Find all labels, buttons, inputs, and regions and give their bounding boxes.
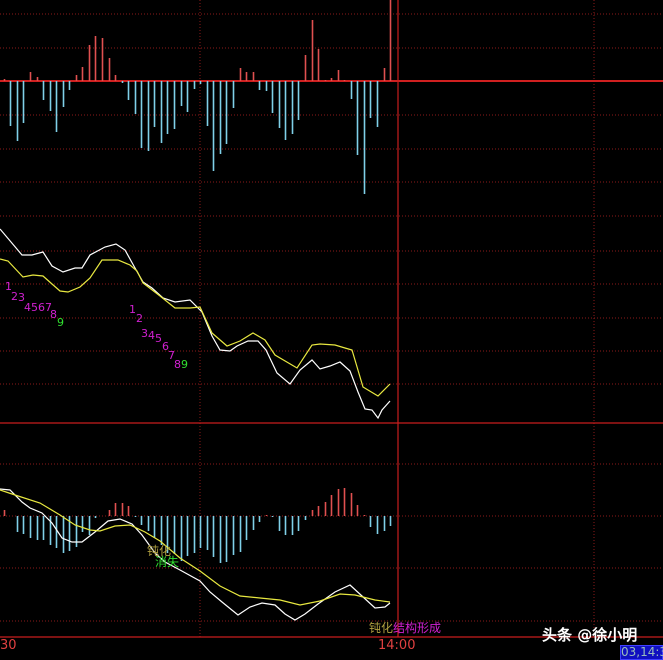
fast-line [0,228,391,420]
sequence-label: 6 [162,340,169,353]
cursor-time-readout: 03,14:3 [620,645,663,660]
blunt-text: 钝化 [369,621,394,635]
fast-line [0,488,391,621]
sequence-label: 8 [174,358,181,371]
slow-line [0,258,391,397]
sequence-label: 7 [168,349,175,362]
slow-line [0,489,391,606]
sequence-label: 4 [148,329,155,342]
sequence-label: 1 [129,303,136,316]
sequence-label: 5 [155,332,162,345]
time-label-left: 30 [0,638,17,653]
sequence-label: 2 [11,290,18,303]
sequence-label: 3 [141,327,148,340]
blunt-label: 钝化 [147,544,172,558]
blunt-structure-label: 钝化结构形成 [369,622,441,634]
watermark: 头条 @徐小明 [542,626,638,644]
time-label-1400: 14:00 [378,638,416,653]
sequence-label: 3 [18,291,25,304]
sequence-label: 1 [5,280,12,293]
sequence-label: 8 [50,308,57,321]
sequence-label: 9 [57,316,64,329]
sequence-label: 9 [181,358,188,371]
vanish-label: 消失 [155,555,180,569]
sequence-label: 2 [136,312,143,325]
sequence-label: 4567 [24,301,52,314]
structure-text: 结构形成 [393,621,442,635]
